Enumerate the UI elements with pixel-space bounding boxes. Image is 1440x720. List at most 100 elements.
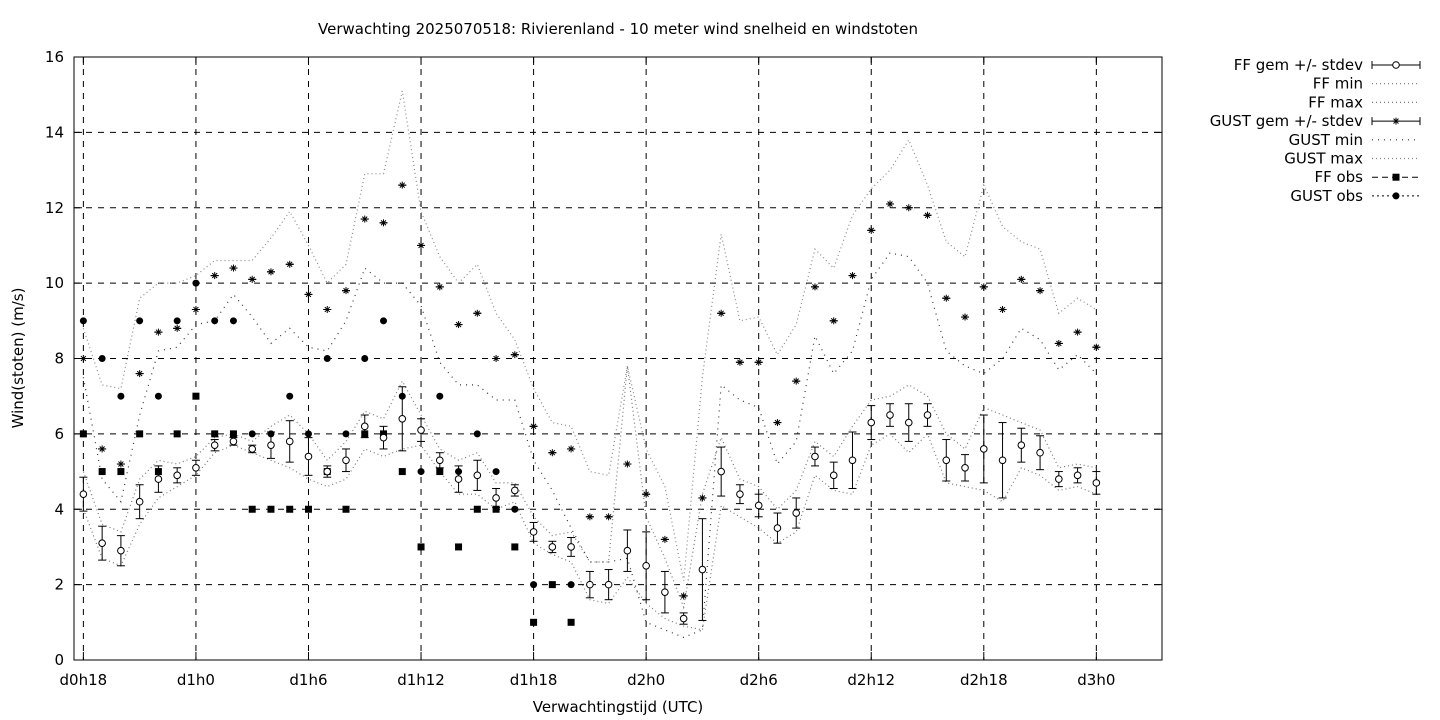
legend-marker-0 xyxy=(1392,61,1400,69)
ff-obs-point xyxy=(492,505,500,513)
gust-obs-point xyxy=(286,392,294,400)
grid-lines xyxy=(74,57,1162,660)
axes: 0 2 4 6 8 10 12 14 16 d0h18 d1h0 d1h6 d1h12 d1h18 d2h0… xyxy=(45,48,1163,689)
gust-obs-point xyxy=(511,505,519,513)
gust-mean-point xyxy=(773,419,781,427)
ff-obs-point xyxy=(530,618,538,626)
ff-mean-point xyxy=(435,456,444,465)
gust-mean-point xyxy=(1092,343,1100,351)
ff-obs-point xyxy=(211,430,219,438)
ff-mean-point xyxy=(848,456,857,465)
gust-obs-point xyxy=(530,581,538,589)
x-tick-label: d1h6 xyxy=(289,671,327,689)
gust-mean-point xyxy=(211,272,219,280)
series-line-2 xyxy=(82,365,1097,610)
ff-obs-point xyxy=(342,505,350,513)
ff-mean-point xyxy=(942,456,951,465)
gust-mean-point xyxy=(623,460,631,468)
y-tick-label: 10 xyxy=(45,274,64,292)
gust-mean-point xyxy=(398,181,406,189)
gust-obs-point xyxy=(323,355,331,362)
x-tick-label: d1h12 xyxy=(397,671,445,689)
gust-obs-point xyxy=(473,430,481,438)
ff-mean-point xyxy=(736,490,744,498)
ff-mean-point xyxy=(811,452,819,461)
gust-mean-point xyxy=(642,490,650,498)
gust-mean-point xyxy=(173,324,181,332)
gust-mean-point xyxy=(605,513,613,521)
gust-mean-point xyxy=(248,275,256,283)
ff-mean-point xyxy=(698,565,707,574)
gust-obs-point xyxy=(567,581,575,589)
plot-border xyxy=(73,56,1163,661)
ff-mean-point xyxy=(754,501,763,510)
gust-mean-point xyxy=(492,355,500,362)
ff-mean-point xyxy=(360,422,369,431)
ff-mean-point xyxy=(511,486,519,495)
ff-mean-point xyxy=(135,497,144,506)
y-tick-label: 14 xyxy=(45,123,64,141)
legend-label-4: GUST min xyxy=(1289,131,1363,149)
gust-mean-point xyxy=(905,204,913,212)
ff-mean-point xyxy=(792,509,801,517)
gust-mean-point xyxy=(848,272,856,280)
ff-obs-point xyxy=(98,468,106,476)
ff-mean-point xyxy=(886,411,894,419)
gust-mean-point xyxy=(136,370,144,378)
gust-mean-point xyxy=(586,513,594,521)
gust-mean-point xyxy=(455,321,463,329)
gust-mean-point xyxy=(473,309,481,317)
ff-mean-point xyxy=(604,580,613,589)
ff-obs-point xyxy=(267,505,275,513)
observation-points xyxy=(79,279,575,626)
x-tick-label: d1h18 xyxy=(510,671,558,689)
legend-marker-7 xyxy=(1392,192,1400,200)
ff-obs-point xyxy=(436,468,444,476)
gust-mean-point xyxy=(830,317,838,325)
gust-obs-point xyxy=(211,317,219,325)
ff-mean-point xyxy=(923,411,932,419)
gust-mean-point xyxy=(548,449,556,457)
ff-mean-point xyxy=(661,588,669,596)
gust-obs-point xyxy=(380,317,388,325)
gust-mean-point xyxy=(342,287,350,295)
gust-mean-point xyxy=(755,358,763,366)
y-tick-label: 0 xyxy=(54,651,64,669)
gust-mean-point xyxy=(229,264,237,272)
x-axis-label: Verwachtingstijd (UTC) xyxy=(533,698,704,716)
ff-mean-point xyxy=(323,467,332,476)
chart-title: Verwachting 2025070518: Rivierenland - 1… xyxy=(318,20,918,38)
ff-obs-point xyxy=(248,505,256,513)
ff-mean-point xyxy=(398,415,407,423)
gust-mean-point xyxy=(811,283,819,291)
gust-obs-point xyxy=(229,317,237,325)
gust-mean-point xyxy=(736,358,744,366)
y-tick-label: 8 xyxy=(54,350,64,368)
gust-mean-point xyxy=(267,268,275,276)
ff-mean-point xyxy=(717,467,725,476)
ff-obs-point xyxy=(511,543,519,551)
ff-mean-point xyxy=(417,426,425,434)
ff-obs-point xyxy=(417,543,425,551)
ff-mean-point xyxy=(285,437,294,446)
legend-label-7: GUST obs xyxy=(1290,187,1363,205)
gust-mean-point xyxy=(1074,328,1082,336)
legend-label-3: GUST gem +/- stdev xyxy=(1210,112,1363,130)
ff-mean-point xyxy=(961,463,969,472)
gust-mean-point xyxy=(999,306,1007,314)
ff-obs-point xyxy=(473,505,481,513)
gust-mean-point xyxy=(361,215,369,223)
legend-label-2: FF max xyxy=(1308,93,1363,111)
gust-obs-point xyxy=(192,279,200,287)
gust-mean-point xyxy=(436,283,444,291)
ff-mean-point xyxy=(529,528,538,536)
x-tick-label: d1h0 xyxy=(177,671,215,689)
ff-mean-point xyxy=(304,452,313,461)
ff-mean-point xyxy=(1073,471,1082,480)
x-tick-label: d2h6 xyxy=(740,671,778,689)
gust-mean-point xyxy=(530,422,538,430)
gust-obs-point xyxy=(417,468,425,476)
ff-mean-point xyxy=(567,543,575,551)
gust-obs-point xyxy=(98,355,106,362)
